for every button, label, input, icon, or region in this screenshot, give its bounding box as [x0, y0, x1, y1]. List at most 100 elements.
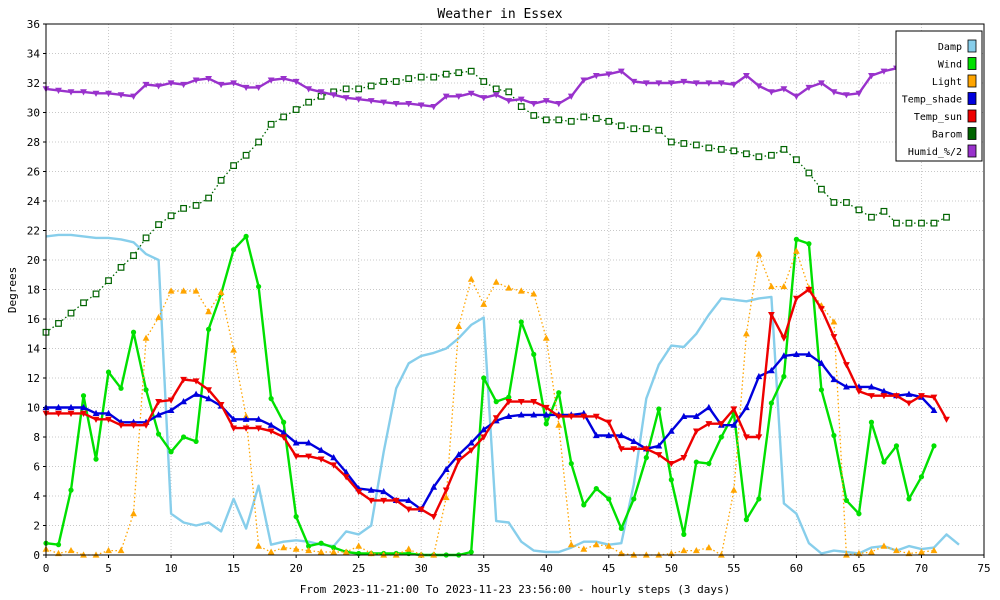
temp-shade-point	[755, 372, 763, 380]
humid-2-point	[780, 86, 788, 93]
humid-2-point	[530, 101, 538, 108]
barom-point	[367, 82, 375, 90]
humid-2-point	[542, 98, 550, 105]
light-point	[542, 334, 550, 341]
temp-sun-point	[692, 428, 700, 435]
humid-2-point	[167, 80, 175, 87]
temp-sun-point	[793, 295, 800, 302]
humid-2-point	[405, 101, 413, 108]
legend-swatch	[967, 57, 977, 70]
light-point	[267, 548, 275, 555]
y-axis-label: Degrees	[6, 267, 19, 313]
temp-shade-point	[455, 451, 463, 458]
temp-sun-point	[555, 413, 563, 420]
y-tick-label: 36	[27, 18, 40, 31]
barom-point	[555, 116, 563, 124]
light-point	[918, 548, 925, 555]
light-point	[880, 542, 888, 549]
temp-sun-point	[480, 434, 488, 441]
wind-point	[881, 459, 887, 465]
temp-sun-point	[868, 393, 875, 400]
barom-point	[355, 85, 363, 93]
humid-2-point	[130, 93, 137, 100]
humid-2-point	[630, 78, 638, 86]
light-point	[192, 287, 200, 294]
temp-sun-point	[242, 425, 250, 432]
legend-swatch	[967, 127, 977, 140]
humid-2-point	[642, 80, 650, 87]
wind-point	[331, 545, 337, 551]
barom-point	[880, 207, 888, 215]
barom-point	[905, 219, 913, 227]
wind-point	[531, 351, 537, 357]
wind-point	[518, 319, 524, 325]
legend-swatch	[967, 74, 977, 88]
humid-2-point	[767, 89, 775, 96]
humid-2-point	[805, 84, 813, 92]
light-point	[455, 322, 463, 329]
wind-point	[606, 496, 612, 502]
x-tick-label: 75	[977, 562, 990, 575]
barom-point	[105, 277, 112, 285]
temp-sun-point	[117, 422, 125, 429]
wind-point	[656, 406, 662, 412]
wind-point	[68, 487, 74, 493]
temp-sun-point	[317, 456, 325, 463]
legend-label: Wind	[938, 60, 962, 71]
humid-2-point	[605, 71, 613, 78]
temp-sun-point	[943, 416, 950, 423]
tick-labels: 0 5 10 15 20 25 30 35 40 45 50 55 60 65 70 750246810121…	[27, 18, 991, 575]
wind-point	[806, 241, 812, 247]
temp-shade-point	[793, 350, 800, 357]
wind-point	[706, 460, 712, 467]
temp-sun-point	[280, 434, 288, 441]
light-point	[292, 545, 300, 552]
temp-shade-point	[230, 415, 237, 422]
temp-sun-point	[930, 394, 938, 401]
temp-sun-point	[742, 434, 750, 441]
barom-point	[192, 202, 200, 209]
barom-point	[505, 88, 513, 96]
temp-sun-point	[367, 497, 375, 505]
series	[42, 64, 960, 558]
humid-2-point	[730, 81, 738, 89]
barom-point	[730, 147, 738, 155]
wind-point	[931, 443, 937, 449]
temp-sun-point	[580, 413, 588, 420]
wind-point	[80, 393, 87, 399]
temp-sun-point	[392, 497, 400, 505]
temp-sun-point	[605, 419, 613, 426]
y-tick-label: 14	[27, 343, 41, 356]
humid-2-point	[680, 78, 688, 86]
y-tick-label: 18	[27, 284, 40, 297]
temp-sun-point	[405, 506, 413, 513]
temp-shade-point	[105, 409, 112, 416]
temp-sun-point	[880, 393, 888, 400]
legend: Damp Wind Light Temp_shade Temp_sun Barom Humi…	[895, 30, 983, 162]
barom-point	[642, 125, 650, 133]
light-point	[780, 282, 788, 290]
wind-point	[281, 419, 287, 425]
wind-point	[856, 511, 862, 517]
light-point	[505, 284, 513, 291]
humid-2-point	[242, 84, 250, 92]
temp-shade-point	[442, 465, 450, 473]
light-point	[105, 546, 112, 554]
wind-point	[868, 419, 875, 425]
barom-point	[818, 185, 825, 193]
wind-point	[205, 326, 212, 332]
light-point	[205, 308, 212, 315]
barom-point	[868, 213, 875, 221]
wind-point	[130, 329, 137, 335]
humid-2-point	[267, 77, 275, 84]
temp-shade-point	[630, 437, 638, 445]
temp-shade-point	[667, 427, 675, 434]
wind-point	[768, 400, 774, 406]
wind-point	[193, 438, 199, 445]
temp-sun-point	[467, 447, 475, 454]
humid-2-point	[67, 89, 75, 96]
barom-point	[780, 145, 788, 153]
light-point	[592, 541, 600, 548]
light-point	[580, 545, 588, 552]
temp-shade-point	[517, 411, 525, 418]
